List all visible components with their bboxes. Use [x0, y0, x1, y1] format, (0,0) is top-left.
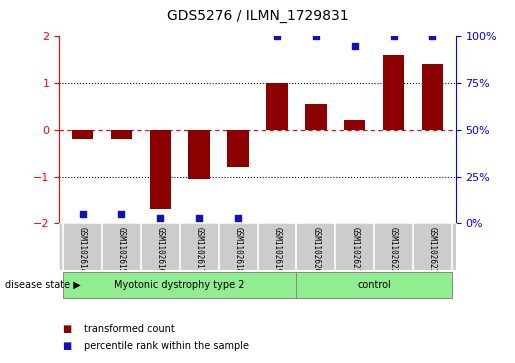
Text: GSM1102616: GSM1102616 [156, 227, 165, 273]
Text: GSM1102619: GSM1102619 [272, 227, 281, 273]
Point [273, 33, 281, 39]
Bar [296, 272, 452, 298]
Text: ■: ■ [62, 340, 72, 351]
Point [351, 43, 359, 49]
Text: transformed count: transformed count [84, 323, 175, 334]
Bar [305, 104, 327, 130]
Text: Myotonic dystrophy type 2: Myotonic dystrophy type 2 [114, 280, 245, 290]
Text: GSM1102620: GSM1102620 [311, 227, 320, 273]
Text: GSM1102614: GSM1102614 [78, 227, 87, 273]
Text: GSM1102615: GSM1102615 [117, 227, 126, 273]
Text: GSM1102623: GSM1102623 [428, 227, 437, 273]
Point [78, 211, 87, 217]
Bar [188, 130, 210, 179]
Bar [227, 130, 249, 167]
Point [428, 33, 437, 39]
Bar [63, 272, 296, 298]
Point [156, 215, 164, 221]
Text: GSM1102618: GSM1102618 [234, 227, 243, 273]
Bar [422, 64, 443, 130]
Text: GSM1102617: GSM1102617 [195, 227, 204, 273]
Text: control: control [357, 280, 391, 290]
Point [195, 215, 203, 221]
Bar [72, 130, 93, 139]
Text: percentile rank within the sample: percentile rank within the sample [84, 340, 249, 351]
Point [234, 215, 242, 221]
Bar [150, 130, 171, 209]
Bar [344, 121, 365, 130]
Text: GDS5276 / ILMN_1729831: GDS5276 / ILMN_1729831 [167, 9, 348, 23]
Point [312, 33, 320, 39]
Text: GSM1102621: GSM1102621 [350, 227, 359, 273]
Text: ■: ■ [62, 323, 72, 334]
Bar [383, 55, 404, 130]
Point [117, 211, 126, 217]
Text: GSM1102622: GSM1102622 [389, 227, 398, 273]
Text: disease state ▶: disease state ▶ [5, 280, 81, 290]
Point [389, 33, 398, 39]
Bar [111, 130, 132, 139]
Bar [266, 83, 288, 130]
